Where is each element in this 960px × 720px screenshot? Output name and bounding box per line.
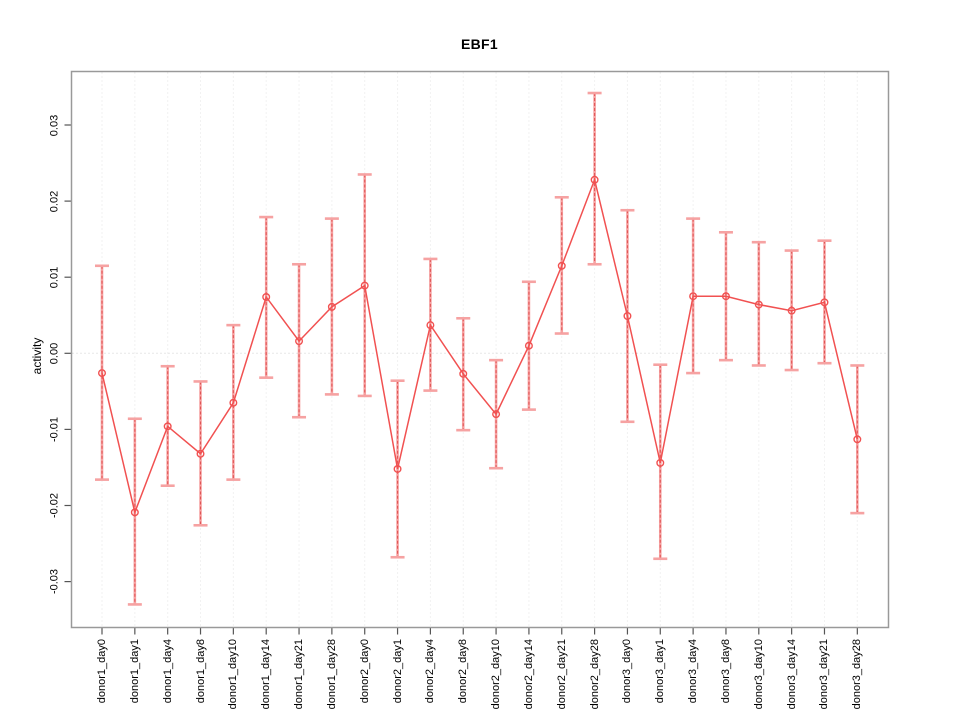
x-tick-label: donor1_day4: [161, 639, 174, 704]
x-tick-label: donor2_day4: [424, 639, 437, 704]
data-point: [360, 281, 369, 290]
x-tick-label: donor3_day0: [621, 639, 634, 704]
x-tick-label: donor3_day4: [687, 639, 700, 704]
data-point: [459, 369, 468, 378]
data-point: [557, 261, 566, 270]
y-tick-label: -0.01: [48, 416, 61, 442]
x-tick-label: donor3_day1: [654, 639, 667, 704]
data-point: [787, 306, 796, 315]
x-tick-label: donor2_day1: [391, 639, 404, 704]
y-axis-label: activity: [30, 337, 44, 375]
x-tick-label: donor2_day0: [358, 639, 371, 704]
data-point: [196, 449, 205, 458]
data-point: [820, 298, 829, 307]
x-tick-label: donor2_day8: [457, 639, 470, 704]
series-line: [101, 177, 859, 515]
data-point: [327, 302, 336, 311]
plot-frame: [70, 70, 890, 629]
data-point: [163, 422, 172, 431]
data-point: [393, 464, 402, 473]
data-point: [590, 175, 599, 184]
data-point: [721, 292, 730, 301]
x-tick-label: donor2_day10: [490, 639, 503, 710]
x-tick-label: donor1_day10: [227, 639, 240, 710]
data-point: [656, 458, 665, 467]
data-point: [623, 312, 632, 321]
data-point: [426, 321, 435, 330]
x-tick-label: donor1_day28: [325, 639, 338, 710]
y-tick-label: -0.02: [48, 492, 61, 519]
x-tick-label: donor3_day8: [719, 639, 732, 704]
y-tick-label: 0.00: [48, 342, 61, 365]
y-tick-label: 0.02: [48, 190, 61, 212]
x-tick-label: donor1_day1: [128, 639, 141, 704]
y-tick-label: 0.01: [48, 266, 61, 288]
x-tick-label: donor3_day28: [851, 639, 864, 710]
x-tick-label: donor1_day0: [96, 639, 108, 704]
data-point: [689, 292, 698, 301]
data-point: [754, 300, 763, 309]
data-point: [524, 341, 533, 350]
data-point: [229, 398, 238, 407]
x-tick-label: donor2_day14: [522, 639, 535, 710]
x-tick-label: donor1_day21: [293, 639, 306, 710]
x-tick-label: donor2_day21: [555, 639, 568, 710]
x-tick-label: donor1_day8: [194, 639, 207, 704]
chart-title: EBF1: [461, 36, 498, 52]
x-tick-label: donor3_day21: [818, 639, 831, 710]
data-point: [492, 410, 501, 419]
x-tick-label: donor3_day14: [785, 639, 798, 710]
data-point: [295, 337, 304, 346]
data-point: [853, 435, 862, 444]
data-point: [97, 369, 106, 378]
y-tick-label: 0.03: [48, 114, 61, 136]
y-tick-label: -0.03: [48, 569, 61, 595]
data-point: [262, 292, 271, 301]
x-tick-label: donor2_day28: [588, 639, 601, 710]
x-tick-label: donor3_day10: [752, 639, 765, 710]
x-tick-label: donor1_day14: [260, 639, 273, 710]
data-point: [130, 508, 139, 517]
